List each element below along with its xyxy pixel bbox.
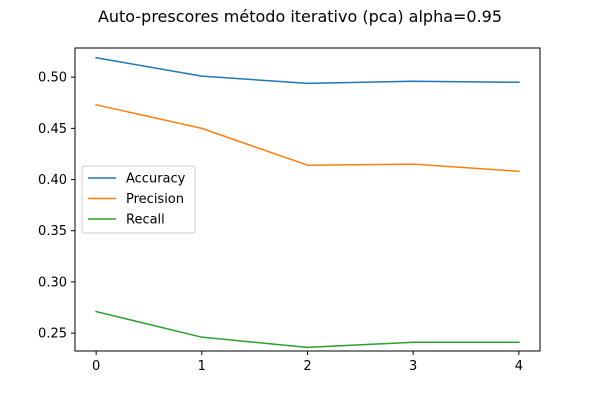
x-tick-label: 3 bbox=[409, 359, 417, 374]
legend-box bbox=[81, 165, 196, 234]
x-tick-label: 0 bbox=[92, 359, 100, 374]
y-tick-label: 0.30 bbox=[38, 275, 67, 290]
legend-label-recall: Recall bbox=[126, 213, 165, 228]
x-tick-label: 1 bbox=[198, 359, 206, 374]
y-tick-label: 0.25 bbox=[38, 327, 67, 342]
y-tick-label: 0.45 bbox=[38, 122, 67, 137]
chart-title: Auto-prescores método iterativo (pca) al… bbox=[98, 7, 502, 26]
y-tick-label: 0.35 bbox=[38, 224, 67, 239]
legend-label-accuracy: Accuracy bbox=[126, 172, 186, 187]
series-line-precision bbox=[95, 103, 520, 173]
legend-label-precision: Precision bbox=[126, 192, 184, 207]
x-tick-label: 2 bbox=[303, 359, 311, 374]
y-tick-label: 0.40 bbox=[38, 173, 67, 188]
legend: Accuracy Precision Recall bbox=[81, 165, 196, 234]
series-line-accuracy bbox=[95, 56, 520, 85]
series-line-recall bbox=[95, 310, 520, 349]
x-tick-label: 4 bbox=[515, 359, 523, 374]
y-tick-label: 0.50 bbox=[38, 71, 67, 86]
